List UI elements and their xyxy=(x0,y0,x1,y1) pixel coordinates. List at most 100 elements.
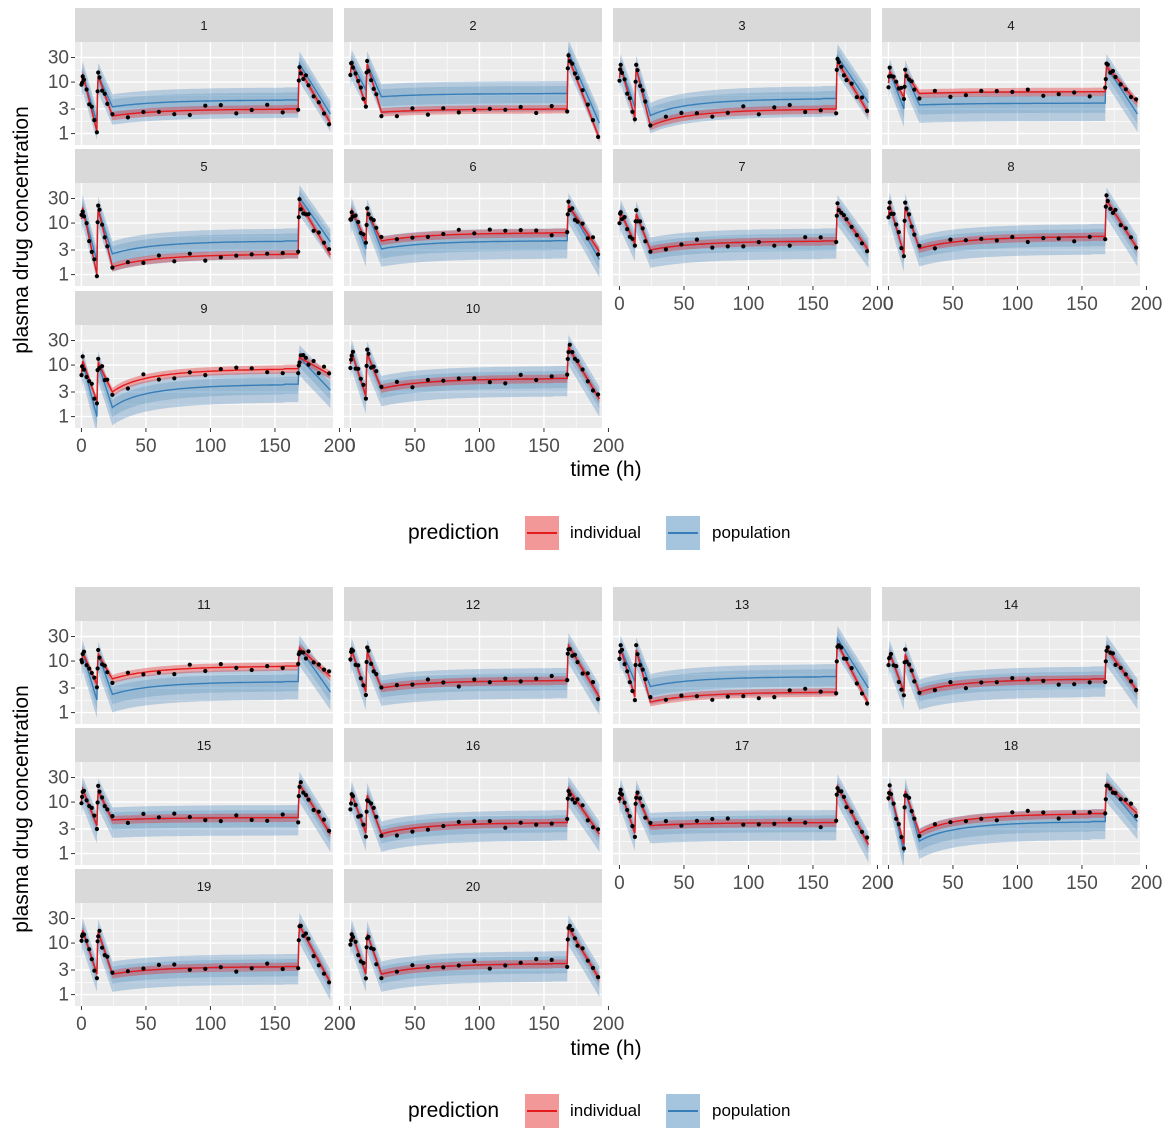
observation-point xyxy=(218,965,223,970)
x-tick-label: 100 xyxy=(195,1014,227,1035)
observation-point xyxy=(350,65,356,70)
observation-point xyxy=(100,364,105,369)
observation-point xyxy=(904,659,909,664)
observation-point xyxy=(888,792,894,797)
observation-point xyxy=(265,664,270,669)
population-interval-inner xyxy=(619,630,869,698)
observation-point xyxy=(1128,801,1134,806)
observations xyxy=(79,65,332,135)
observation-point xyxy=(456,227,461,232)
population-interval-inner xyxy=(619,779,869,855)
observation-point xyxy=(95,939,100,944)
facet-strip-label: 1 xyxy=(200,18,207,33)
observation-point xyxy=(80,74,85,79)
observation-point xyxy=(625,807,630,813)
observation-point xyxy=(425,965,430,970)
legend-label-individual: individual xyxy=(570,523,641,542)
observation-point xyxy=(901,846,907,851)
observation-point xyxy=(630,688,635,694)
observation-point xyxy=(358,813,363,818)
observation-point xyxy=(932,246,938,251)
observation-point xyxy=(694,111,700,116)
population-interval-outer xyxy=(81,912,331,1001)
observation-point xyxy=(648,249,653,254)
observation-point xyxy=(1010,234,1015,240)
observation-point xyxy=(353,939,358,944)
observation-point xyxy=(110,680,115,686)
observation-point xyxy=(886,663,891,668)
observation-point xyxy=(834,213,839,218)
observation-point xyxy=(844,217,849,222)
observation-point xyxy=(891,74,896,79)
observations xyxy=(886,193,1139,259)
observation-point xyxy=(84,374,89,380)
observation-point xyxy=(572,71,578,76)
observation-point xyxy=(567,647,572,652)
y-tick-label: 1 xyxy=(58,844,69,865)
observation-point xyxy=(95,666,100,671)
observation-point xyxy=(311,228,316,233)
observation-point xyxy=(903,200,908,205)
observation-point xyxy=(633,79,638,84)
observation-point xyxy=(234,253,239,258)
observation-point xyxy=(297,197,302,202)
legend-key-individual xyxy=(525,1094,559,1128)
y-tick-label: 10 xyxy=(48,213,69,234)
observation-point xyxy=(963,686,969,691)
observation-point xyxy=(410,682,415,687)
observation-point xyxy=(102,235,107,240)
observation-point xyxy=(371,364,376,369)
observation-point xyxy=(105,377,110,382)
observation-point xyxy=(887,65,892,70)
observation-point xyxy=(634,62,639,67)
observation-point xyxy=(296,820,301,825)
observation-point xyxy=(306,649,311,654)
observation-point xyxy=(979,680,984,685)
observation-point xyxy=(311,807,316,813)
observation-point xyxy=(94,685,99,690)
observation-point xyxy=(156,670,161,675)
x-tick-label: 0 xyxy=(883,294,894,315)
observation-point xyxy=(96,934,101,939)
observation-point xyxy=(663,697,669,702)
observation-point xyxy=(902,805,907,810)
observation-point xyxy=(634,795,639,800)
observation-point xyxy=(1104,648,1109,653)
observation-point xyxy=(570,927,575,933)
observation-point xyxy=(596,392,601,397)
observation-point xyxy=(834,239,839,245)
plot-background xyxy=(882,183,1140,286)
observation-point xyxy=(321,364,327,369)
plot-background xyxy=(613,621,871,724)
observation-point xyxy=(590,825,596,830)
observation-point xyxy=(844,78,849,83)
observation-point xyxy=(849,809,854,814)
observation-point xyxy=(572,800,578,805)
observation-point xyxy=(1134,97,1139,102)
observation-point xyxy=(110,265,115,270)
observation-point xyxy=(306,83,311,88)
x-tick-label: 50 xyxy=(942,294,963,315)
observation-point xyxy=(894,79,899,84)
facet-panel-15: 15 1 3 10 30 xyxy=(48,728,333,865)
observation-point xyxy=(1087,680,1092,685)
observation-point xyxy=(79,373,84,378)
observation-point xyxy=(1010,89,1015,94)
observation-point xyxy=(371,805,376,811)
facet-strip xyxy=(75,728,333,762)
observations xyxy=(79,353,332,406)
observation-point xyxy=(565,372,570,377)
observation-point xyxy=(321,667,327,672)
observation-point xyxy=(366,212,371,217)
observation-point xyxy=(725,816,730,821)
observation-point xyxy=(410,106,415,111)
observation-point xyxy=(741,244,746,249)
observation-point xyxy=(1105,62,1110,67)
observations xyxy=(348,923,601,981)
observation-point xyxy=(80,80,85,85)
observation-point xyxy=(394,969,399,974)
observation-point xyxy=(570,350,575,355)
observation-point xyxy=(298,71,303,76)
observation-point xyxy=(487,380,492,385)
